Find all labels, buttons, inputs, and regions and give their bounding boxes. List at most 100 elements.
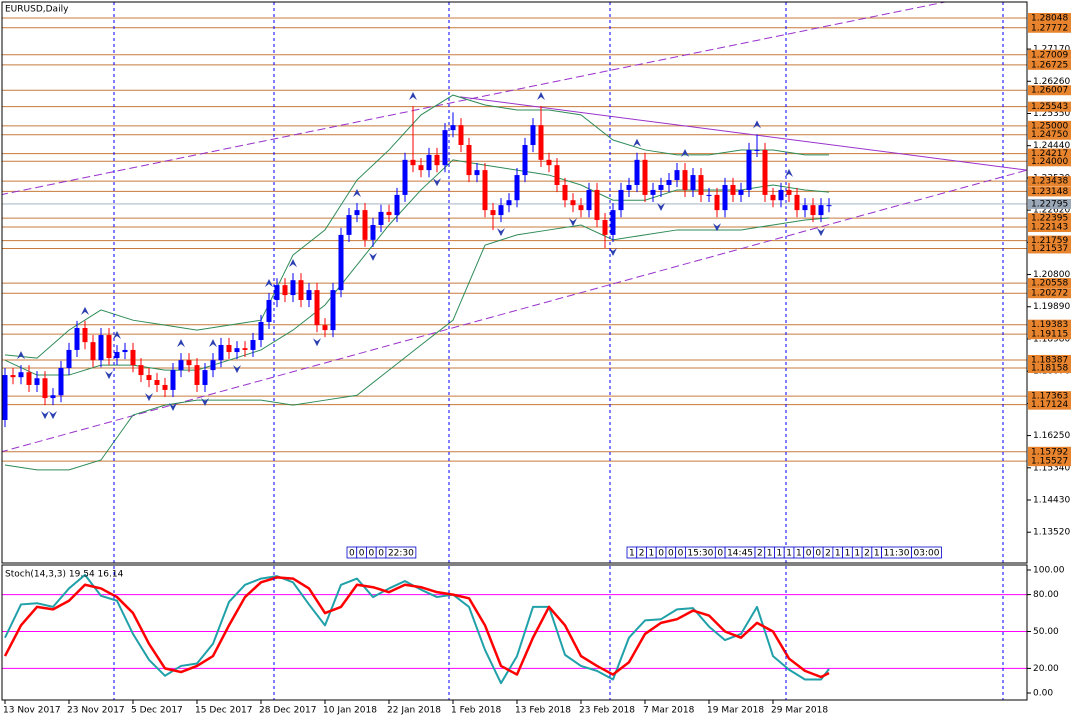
y-tick-label: 100.00 bbox=[1033, 566, 1065, 576]
level-label-box bbox=[1028, 391, 1071, 402]
candle-body bbox=[434, 154, 440, 166]
candle-body bbox=[370, 224, 376, 240]
event-label: 2 bbox=[757, 549, 763, 559]
level-label: 1.22143 bbox=[1031, 223, 1068, 233]
candle-body bbox=[250, 340, 256, 350]
candle-body bbox=[810, 205, 816, 216]
event-label: 1 bbox=[786, 549, 792, 559]
candle-body bbox=[298, 280, 304, 301]
candle-body bbox=[706, 194, 712, 196]
event-label: 0 bbox=[349, 549, 355, 559]
candle-body bbox=[770, 194, 776, 201]
level-label-box bbox=[1028, 129, 1071, 140]
fractal-down bbox=[433, 178, 441, 187]
fractal-down bbox=[817, 228, 825, 237]
candle-body bbox=[546, 159, 552, 166]
candle-body bbox=[738, 189, 744, 195]
candle-body bbox=[18, 372, 24, 378]
y-tick-label: 1.26260 bbox=[1033, 77, 1070, 87]
bollinger-upper bbox=[4, 94, 829, 359]
candle-body bbox=[650, 189, 656, 195]
level-label-box bbox=[1028, 363, 1071, 374]
candle-body bbox=[458, 125, 464, 145]
candle-body bbox=[130, 349, 136, 366]
x-tick-label: 29 Mar 2018 bbox=[771, 706, 828, 716]
candle-body bbox=[530, 125, 536, 145]
x-tick-label: 22 Jan 2018 bbox=[387, 706, 441, 716]
candle-body bbox=[818, 205, 824, 216]
y-tick-label: 1.19890 bbox=[1033, 302, 1070, 312]
y-tick-label: 1.16250 bbox=[1033, 431, 1070, 441]
fractal-down bbox=[105, 371, 113, 380]
candle-body bbox=[218, 344, 224, 361]
candle-body bbox=[578, 205, 584, 211]
x-tick-label: 28 Dec 2017 bbox=[259, 706, 317, 716]
candle-body bbox=[66, 349, 72, 368]
level-label: 1.25000 bbox=[1031, 121, 1068, 131]
candle-body bbox=[826, 205, 832, 207]
level-label: 1.15527 bbox=[1031, 457, 1068, 467]
fractal-up bbox=[113, 330, 121, 339]
event-box bbox=[385, 546, 417, 559]
fractal-up bbox=[633, 138, 641, 147]
candle-body bbox=[338, 234, 344, 291]
main-frame bbox=[1, 1, 1028, 564]
event-label: 0 bbox=[668, 549, 674, 559]
candle-body bbox=[586, 189, 592, 211]
event-label: 0 bbox=[378, 549, 384, 559]
fractal-up bbox=[209, 339, 217, 348]
x-tick-label: 1 Feb 2018 bbox=[451, 706, 502, 716]
candle-body bbox=[538, 125, 544, 160]
level-label-box bbox=[1028, 456, 1071, 467]
y-tick-label: 1.25350 bbox=[1033, 109, 1070, 119]
fractal-down bbox=[609, 247, 617, 256]
candle-body bbox=[306, 290, 312, 301]
candle-body bbox=[282, 285, 288, 296]
y-tick-label: 50.00 bbox=[1033, 627, 1059, 637]
candle-body bbox=[426, 154, 432, 171]
candle-body bbox=[290, 280, 296, 296]
x-tick-label: 13 Nov 2017 bbox=[3, 706, 61, 716]
level-label-box bbox=[1028, 222, 1071, 233]
candle-body bbox=[554, 165, 560, 185]
fractal-down bbox=[41, 411, 49, 420]
event-label: 1 bbox=[835, 549, 841, 559]
event-label: 1 bbox=[845, 549, 851, 559]
candle-body bbox=[394, 194, 400, 216]
candle-body bbox=[378, 211, 384, 225]
event-label: 0 bbox=[368, 549, 374, 559]
candle-body bbox=[90, 342, 96, 361]
candle-body bbox=[698, 175, 704, 195]
y-tick-label: 1.22620 bbox=[1033, 206, 1070, 216]
level-label: 1.27772 bbox=[1031, 23, 1068, 33]
event-label: 2 bbox=[864, 549, 870, 559]
level-label-box bbox=[1028, 319, 1071, 330]
y-tick-label: 1.20800 bbox=[1033, 270, 1070, 280]
fractal-down bbox=[201, 398, 209, 407]
candle-body bbox=[802, 205, 808, 211]
level-label: 1.18158 bbox=[1031, 364, 1068, 374]
candle-body bbox=[498, 205, 504, 216]
last-price-label: 1.22795 bbox=[1031, 199, 1068, 209]
candle-body bbox=[138, 365, 144, 376]
level-label: 1.24217 bbox=[1031, 149, 1068, 159]
level-label: 1.24750 bbox=[1031, 130, 1068, 140]
event-label: 1 bbox=[776, 549, 782, 559]
level-label: 1.17363 bbox=[1031, 392, 1068, 402]
candle-body bbox=[178, 360, 184, 371]
candle-body bbox=[786, 189, 792, 195]
level-label: 1.15792 bbox=[1031, 447, 1068, 457]
candle-body bbox=[50, 395, 56, 399]
candle-body bbox=[346, 215, 352, 235]
event-label: 1 bbox=[874, 549, 880, 559]
level-label-box bbox=[1028, 101, 1071, 112]
candle-body bbox=[98, 335, 104, 361]
x-tick-label: 23 Nov 2017 bbox=[67, 706, 125, 716]
x-tick-label: 15 Dec 2017 bbox=[195, 706, 253, 716]
level-label-box bbox=[1028, 446, 1071, 457]
candle-body bbox=[402, 159, 408, 195]
level-label: 1.26725 bbox=[1031, 60, 1068, 70]
candle-body bbox=[730, 184, 736, 195]
event-label: 0 bbox=[359, 549, 365, 559]
trendline bbox=[460, 96, 1027, 171]
